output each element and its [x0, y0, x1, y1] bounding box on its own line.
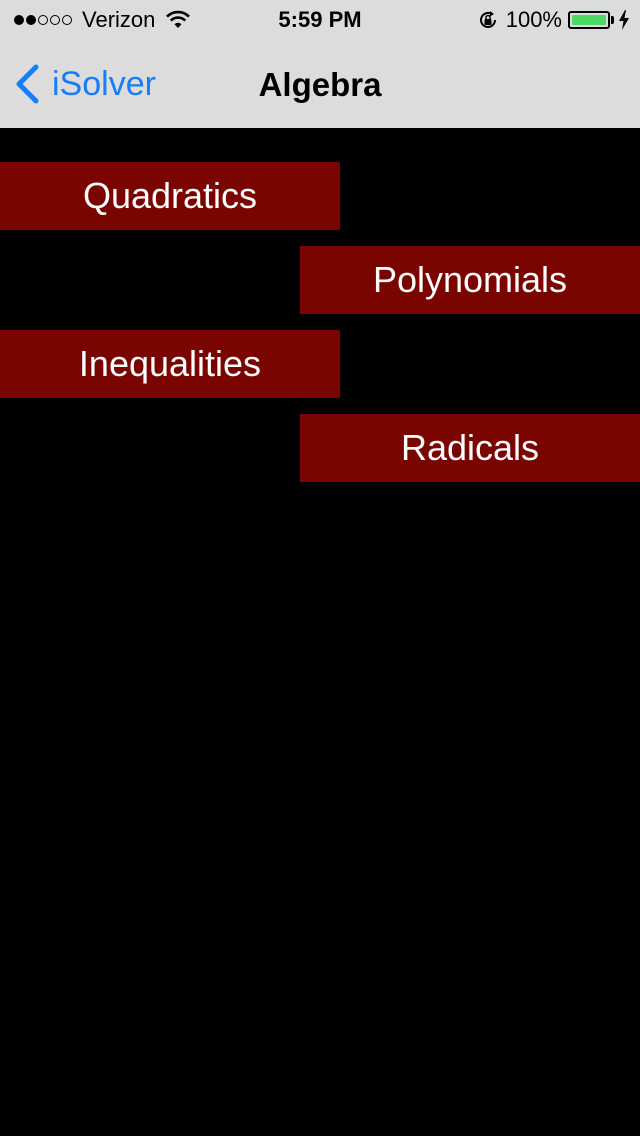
status-right: 100%	[476, 7, 630, 32]
signal-dot	[50, 15, 60, 25]
status-time: 5:59 PM	[278, 7, 362, 32]
navigation-bar: iSolver Algebra	[0, 40, 640, 128]
rotation-lock-icon	[479, 11, 496, 28]
polynomials-button[interactable]: Polynomials	[300, 246, 640, 314]
signal-dot	[38, 15, 48, 25]
chevron-left-icon	[16, 64, 39, 104]
radicals-button[interactable]: Radicals	[300, 414, 640, 482]
page-title: Algebra	[258, 66, 382, 103]
status-left: Verizon	[14, 7, 191, 32]
back-button-label: iSolver	[52, 64, 156, 103]
battery-tip	[611, 16, 614, 24]
battery-icon	[568, 11, 610, 29]
status-bar: Verizon 5:59 PM 100%	[0, 0, 640, 40]
inequalities-button[interactable]: Inequalities	[0, 330, 340, 398]
carrier-name: Verizon	[82, 7, 156, 32]
back-button[interactable]: iSolver	[14, 62, 156, 106]
top-bar: Verizon 5:59 PM 100%	[0, 0, 640, 128]
signal-dot	[62, 15, 72, 25]
signal-dot	[14, 15, 24, 25]
battery-fill	[572, 15, 606, 25]
wifi-icon	[166, 10, 191, 28]
battery-percent: 100%	[505, 7, 562, 32]
charging-bolt-icon	[619, 10, 629, 30]
signal-dot	[26, 15, 36, 25]
quadratics-button[interactable]: Quadratics	[0, 162, 340, 230]
